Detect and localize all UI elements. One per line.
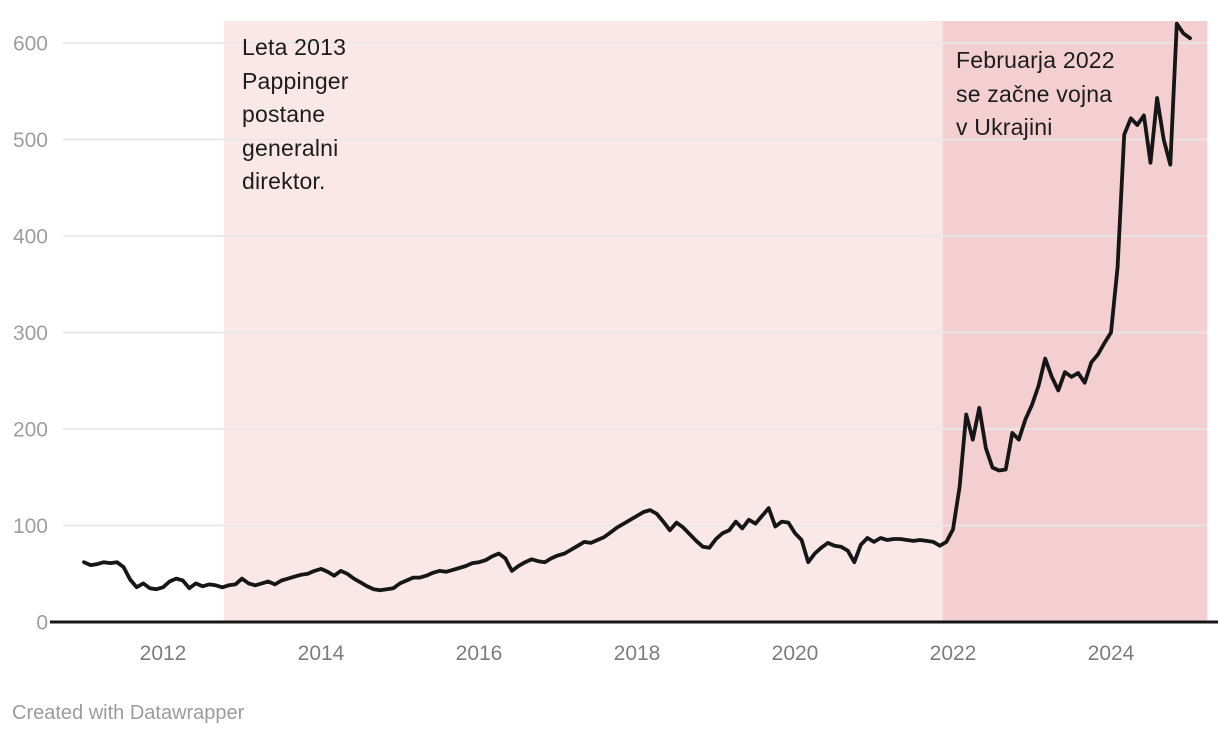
x-tick-label-2018: 2018 — [614, 642, 661, 665]
y-tick-label-0: 0 — [36, 612, 48, 635]
price-line — [82, 21, 1192, 593]
y-tick-label-400: 400 — [13, 226, 48, 249]
x-tick-label-2014: 2014 — [298, 642, 345, 665]
x-tick-label-2022: 2022 — [930, 642, 977, 665]
y-tick-label-200: 200 — [13, 419, 48, 442]
x-tick-label-2020: 2020 — [772, 642, 819, 665]
chart-area: 0 100 200 300 400 500 600 2012 2014 2016 2018 2020 2… — [13, 21, 1218, 665]
x-tick-label-2012: 2012 — [140, 642, 187, 665]
y-tick-label-100: 100 — [13, 515, 48, 538]
annotation-war-2022: Februarja 2022 se začne vojna v Ukrajini — [956, 47, 1115, 140]
y-tick-label-300: 300 — [13, 322, 48, 345]
highlight-region-0 — [223, 21, 943, 622]
line-chart-canvas: 0 100 200 300 400 500 600 2012 2014 2016 2018 2020 2… — [13, 21, 1218, 665]
annotation-ceo-2013: Leta 2013 Pappinger postane generalni di… — [242, 34, 349, 194]
y-tick-label-600: 600 — [13, 33, 48, 56]
y-tick-label-500: 500 — [13, 129, 48, 152]
x-tick-label-2016: 2016 — [456, 642, 503, 665]
highlight-region-1 — [942, 21, 1208, 622]
datawrapper-attribution-link[interactable]: Created with Datawrapper — [12, 702, 245, 724]
x-tick-label-2024: 2024 — [1088, 642, 1135, 665]
